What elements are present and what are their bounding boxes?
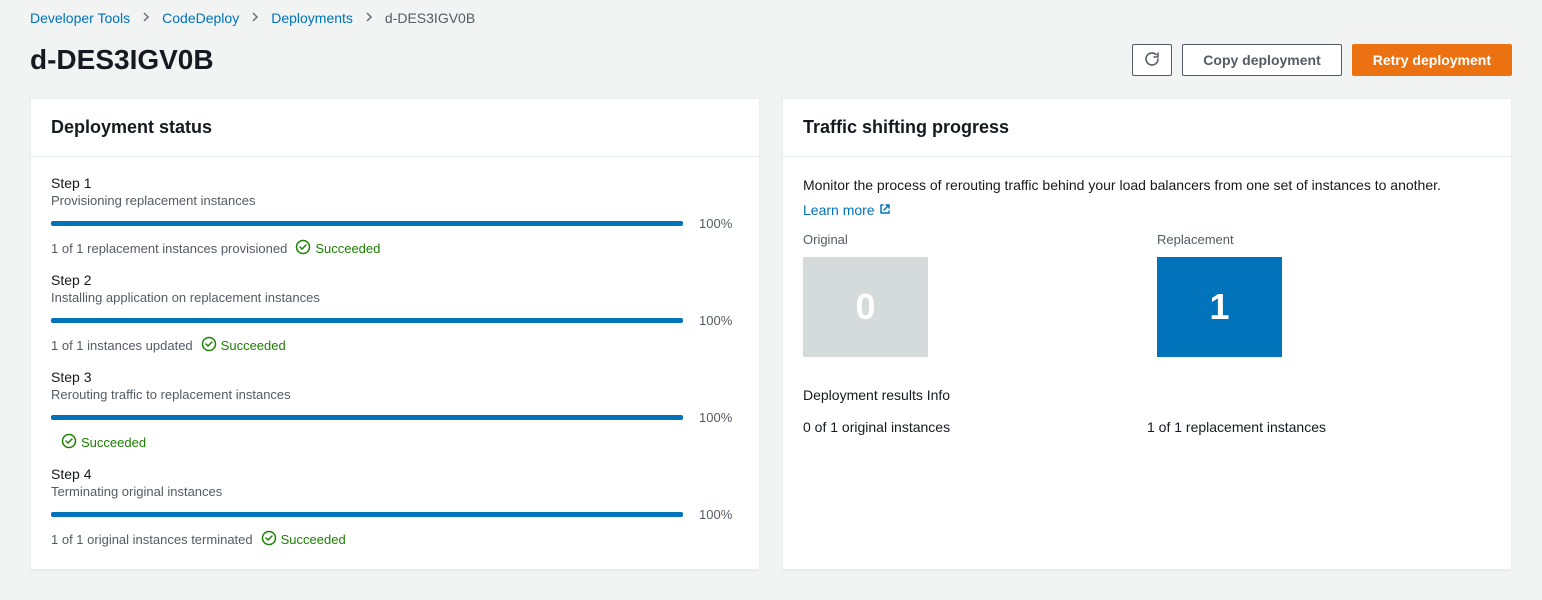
breadcrumb: Developer Tools CodeDeploy Deployments d…: [30, 10, 1512, 26]
status-badge: Succeeded: [201, 336, 286, 355]
status-label: Succeeded: [315, 241, 380, 256]
refresh-button[interactable]: [1132, 44, 1172, 76]
progress-bar: [51, 221, 683, 226]
panel-body: Step 1 Provisioning replacement instance…: [31, 157, 759, 569]
step-result: 1 of 1 replacement instances provisioned…: [51, 239, 739, 258]
deployment-step: Step 3 Rerouting traffic to replacement …: [51, 369, 739, 452]
page-header: d-DES3IGV0B Copy deployment Retry deploy…: [30, 44, 1512, 76]
traffic-original-label: Original: [803, 232, 1137, 247]
replacement-instances-result: 1 of 1 replacement instances: [1147, 419, 1491, 435]
panel-header: Deployment status: [31, 99, 759, 157]
status-label: Succeeded: [81, 435, 146, 450]
traffic-replacement-label: Replacement: [1157, 232, 1491, 247]
status-label: Succeeded: [281, 532, 346, 547]
step-result: Succeeded: [51, 433, 739, 452]
step-result-text: 1 of 1 original instances terminated: [51, 532, 253, 547]
step-result-text: 1 of 1 replacement instances provisioned: [51, 241, 287, 256]
progress-row: 100%: [51, 410, 739, 425]
breadcrumb-item-codedeploy[interactable]: CodeDeploy: [162, 10, 239, 26]
status-label: Succeeded: [221, 338, 286, 353]
page-title: d-DES3IGV0B: [30, 44, 214, 76]
retry-deployment-button[interactable]: Retry deployment: [1352, 44, 1512, 76]
progress-row: 100%: [51, 313, 739, 328]
learn-more-label: Learn more: [803, 202, 875, 218]
deployment-status-title: Deployment status: [51, 117, 739, 138]
traffic-shifting-panel: Traffic shifting progress Monitor the pr…: [782, 98, 1512, 570]
traffic-replacement-count: 1: [1157, 257, 1282, 357]
traffic-original-count: 0: [803, 257, 928, 357]
progress-percent: 100%: [699, 313, 739, 328]
step-description: Rerouting traffic to replacement instanc…: [51, 387, 739, 402]
step-title: Step 1: [51, 175, 739, 191]
panels-container: Deployment status Step 1 Provisioning re…: [30, 98, 1512, 570]
chevron-right-icon: [142, 10, 150, 26]
refresh-icon: [1144, 51, 1160, 70]
breadcrumb-item-deployments[interactable]: Deployments: [271, 10, 353, 26]
check-circle-icon: [201, 336, 217, 355]
progress-row: 100%: [51, 216, 739, 231]
external-link-icon: [879, 202, 891, 218]
step-description: Terminating original instances: [51, 484, 739, 499]
status-badge: Succeeded: [61, 433, 146, 452]
chevron-right-icon: [251, 10, 259, 26]
deployment-step: Step 1 Provisioning replacement instance…: [51, 175, 739, 258]
progress-percent: 100%: [699, 410, 739, 425]
header-actions: Copy deployment Retry deployment: [1132, 44, 1512, 76]
progress-bar: [51, 318, 683, 323]
status-badge: Succeeded: [295, 239, 380, 258]
step-result-text: 1 of 1 instances updated: [51, 338, 193, 353]
chevron-right-icon: [365, 10, 373, 26]
step-description: Provisioning replacement instances: [51, 193, 739, 208]
step-result: 1 of 1 instances updated Succeeded: [51, 336, 739, 355]
deployment-results: 0 of 1 original instances 1 of 1 replace…: [803, 419, 1491, 435]
panel-header: Traffic shifting progress: [783, 99, 1511, 157]
traffic-counters: Original 0 Replacement 1: [803, 232, 1491, 357]
progress-bar: [51, 415, 683, 420]
traffic-title: Traffic shifting progress: [803, 117, 1491, 138]
traffic-description: Monitor the process of rerouting traffic…: [803, 175, 1491, 196]
progress-row: 100%: [51, 507, 739, 522]
progress-percent: 100%: [699, 507, 739, 522]
deployment-step: Step 2 Installing application on replace…: [51, 272, 739, 355]
check-circle-icon: [295, 239, 311, 258]
original-instances-result: 0 of 1 original instances: [803, 419, 1147, 435]
breadcrumb-item-devtools[interactable]: Developer Tools: [30, 10, 130, 26]
deployment-step: Step 4 Terminating original instances 10…: [51, 466, 739, 549]
deployment-status-panel: Deployment status Step 1 Provisioning re…: [30, 98, 760, 570]
step-title: Step 2: [51, 272, 739, 288]
step-title: Step 3: [51, 369, 739, 385]
panel-body: Monitor the process of rerouting traffic…: [783, 157, 1511, 455]
progress-percent: 100%: [699, 216, 739, 231]
progress-bar: [51, 512, 683, 517]
copy-deployment-button[interactable]: Copy deployment: [1182, 44, 1341, 76]
deployment-results-heading: Deployment results Info: [803, 387, 1491, 403]
traffic-original-col: Original 0: [803, 232, 1137, 357]
check-circle-icon: [61, 433, 77, 452]
breadcrumb-current: d-DES3IGV0B: [385, 10, 475, 26]
learn-more-link[interactable]: Learn more: [803, 202, 891, 218]
traffic-replacement-col: Replacement 1: [1157, 232, 1491, 357]
step-title: Step 4: [51, 466, 739, 482]
step-description: Installing application on replacement in…: [51, 290, 739, 305]
